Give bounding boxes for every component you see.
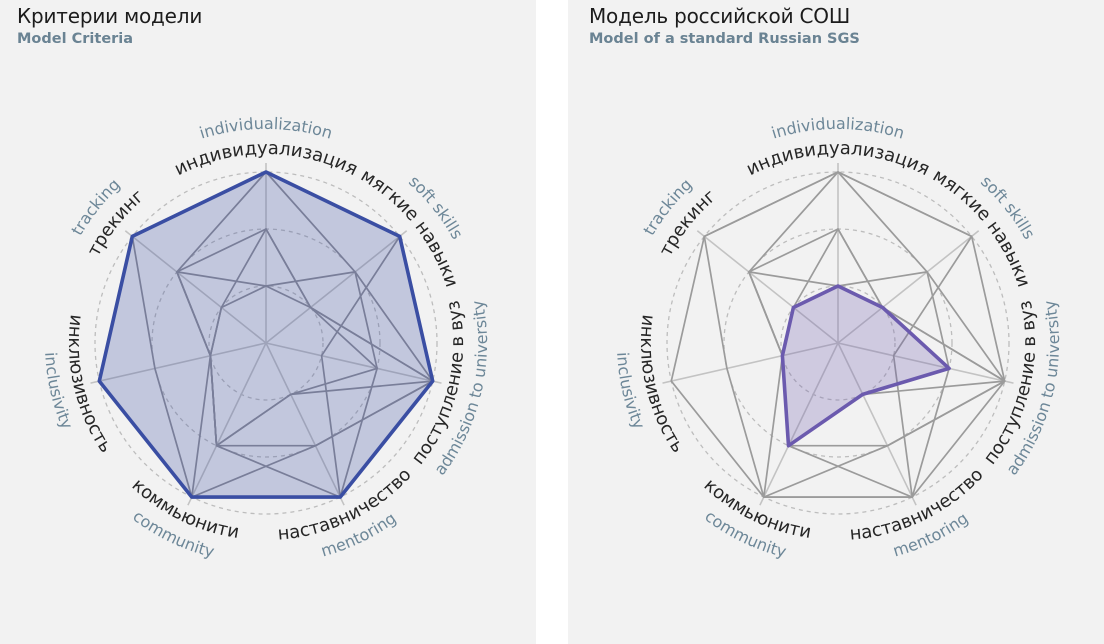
axis-label-ru: инклюзивность: [636, 313, 688, 456]
axis-spokes: [662, 163, 1014, 506]
highlighted-model-polygon: [97, 170, 435, 499]
axis-spoke: [124, 230, 267, 344]
grid-ring-1: [780, 285, 896, 401]
model-polygon: [703, 171, 1006, 498]
grid-ring-3: [94, 171, 438, 515]
axis-spoke: [837, 230, 980, 344]
axis-spoke: [265, 342, 442, 384]
axis-spoke: [696, 230, 839, 344]
radar-chart-model-criteria: индивидуализацияindividualizationмягкие …: [41, 114, 491, 561]
grid-ring-3: [666, 171, 1010, 515]
axis-spoke: [265, 230, 408, 344]
axis-spokes: [90, 163, 442, 506]
chart-panel-russian-sgs: Модель российской СОШ Model of a standar…: [568, 0, 1104, 644]
grid-ring-1: [208, 285, 324, 401]
axis-spoke: [759, 342, 839, 506]
model-polygon: [176, 228, 434, 447]
axis-label-text: инклюзивность: [636, 313, 688, 456]
highlighted-model-polygon: [780, 284, 951, 448]
axis-spoke: [837, 342, 917, 506]
axis-spoke: [90, 342, 267, 384]
model-polygon: [131, 171, 434, 498]
chart-title: Модель российской СОШ: [589, 4, 851, 28]
model-polygon: [748, 228, 1006, 447]
chart-subtitle: Model of a standard Russian SGS: [589, 31, 860, 47]
axis-spoke: [187, 342, 267, 506]
axis-spoke: [265, 342, 345, 506]
axis-spoke: [837, 342, 1014, 384]
chart-subtitle: Model Criteria: [17, 31, 134, 47]
chart-title: Критерии модели: [17, 4, 203, 28]
radar-chart-russian-sgs: индивидуализацияindividualizationмягкие …: [613, 114, 1063, 561]
axis-spoke: [662, 342, 839, 384]
chart-panel-model-criteria: Критерии модели Model Criteria индивидуа…: [0, 0, 536, 644]
